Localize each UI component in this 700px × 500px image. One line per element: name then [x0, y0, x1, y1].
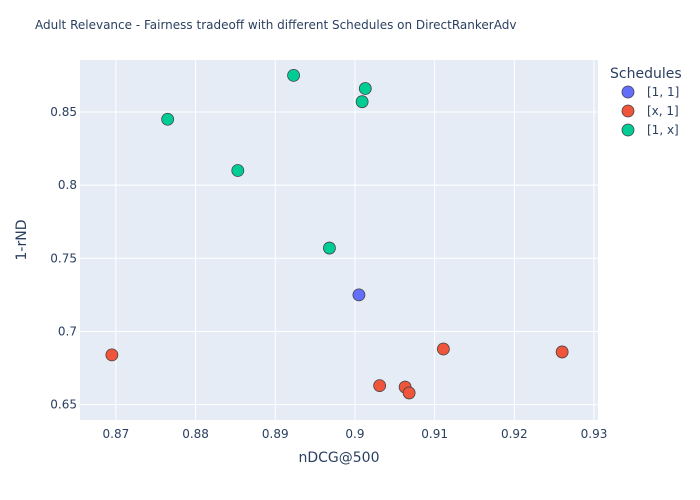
- data-point-series-2: [402, 386, 416, 400]
- legend-label: [1, x]: [647, 123, 679, 137]
- x-tick-label: 0.93: [581, 427, 608, 441]
- data-point-series-3: [231, 164, 245, 177]
- legend-title: Schedules: [610, 66, 682, 82]
- legend-marker: [621, 85, 635, 99]
- data-point-series-2: [555, 345, 569, 359]
- legend: Schedules [1, 1] [x, 1] [1, x]: [610, 66, 682, 137]
- chart-title: Adult Relevance - Fairness tradeoff with…: [35, 18, 516, 32]
- data-point-series-2: [105, 348, 119, 362]
- data-point-series-3: [287, 68, 300, 82]
- data-points: [105, 68, 569, 400]
- x-tick-label: 0.87: [103, 427, 130, 441]
- legend-label: [1, 1]: [647, 85, 679, 99]
- y-tick-label: 0.75: [50, 251, 77, 265]
- x-tick-label: 0.88: [182, 427, 209, 441]
- x-tick-label: 0.9: [345, 427, 364, 441]
- plot-area: [80, 60, 598, 420]
- y-axis-label: 1-rND: [14, 220, 30, 261]
- data-point-series-2: [373, 379, 387, 393]
- x-axis-label: nDCG@500: [299, 450, 380, 466]
- y-tick-label: 0.85: [50, 105, 77, 119]
- x-tick-label: 0.92: [501, 427, 528, 441]
- x-tick-label: 0.91: [421, 427, 448, 441]
- data-point-series-3: [161, 112, 175, 126]
- data-point-series-3: [323, 241, 336, 255]
- legend-marker: [621, 104, 635, 118]
- grid-lines: [80, 60, 598, 420]
- y-tick-label: 0.7: [58, 324, 77, 338]
- data-point-series-1: [352, 288, 366, 302]
- data-point-series-2: [436, 342, 450, 356]
- legend-label: [x, 1]: [647, 104, 679, 118]
- y-tick-label: 0.8: [58, 178, 77, 192]
- tick-labels: 0.87 0.88 0.89 0.9 0.91 0.92 0.93 0.65 0.7 0.75 0.…: [50, 105, 607, 441]
- data-point-series-3: [355, 95, 369, 109]
- data-point-series-3: [358, 82, 372, 95]
- legend-marker: [621, 123, 635, 137]
- y-tick-label: 0.65: [50, 398, 77, 412]
- x-tick-label: 0.89: [262, 427, 289, 441]
